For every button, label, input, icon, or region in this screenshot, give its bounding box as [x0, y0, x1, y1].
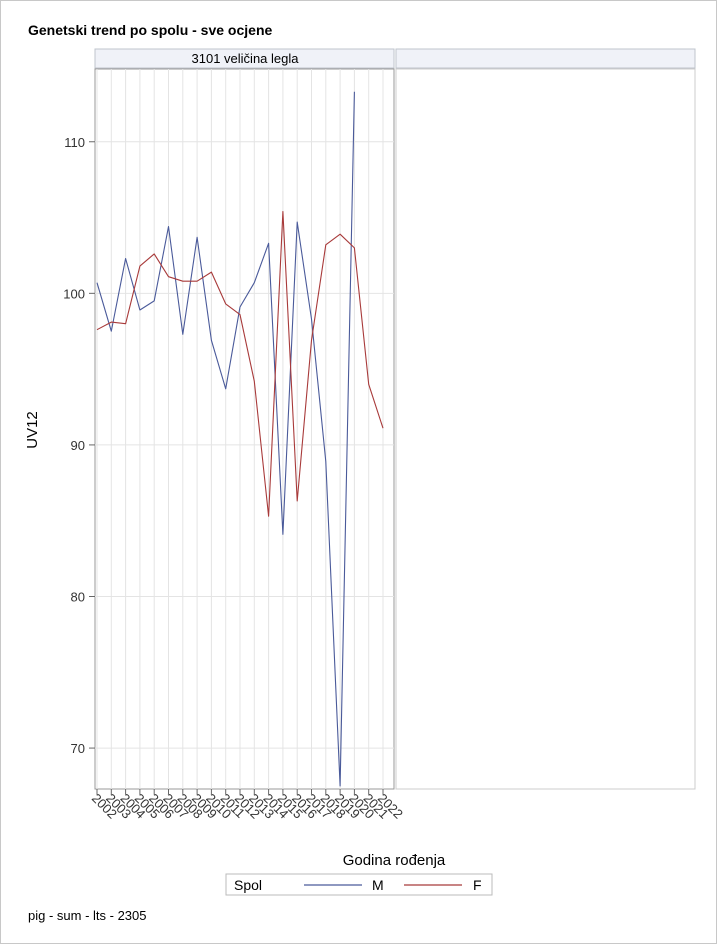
y-tick-label: 110: [64, 135, 85, 150]
y-tick-label: 80: [71, 589, 85, 604]
x-axis: 2002200320042005200620072008200920102011…: [89, 789, 406, 822]
y-tick-label: 70: [71, 741, 85, 756]
legend-label-m: M: [372, 877, 384, 893]
panel-header-left: [94, 48, 395, 69]
x-axis-label: Godina rođenja: [343, 852, 446, 869]
plot-panel-left: [94, 68, 395, 790]
chart-title: Genetski trend po spolu - sve ocjene: [28, 22, 273, 38]
legend-title: Spol: [234, 877, 262, 893]
plot-panel-right: [395, 68, 696, 790]
series-line-m: [96, 91, 355, 787]
y-axis-label: UV12: [24, 411, 41, 449]
legend-label-f: F: [473, 877, 482, 893]
legend: Spol M F: [225, 873, 493, 896]
y-axis: 70 80 90 100 110: [63, 135, 95, 756]
series-line-f: [96, 210, 384, 517]
series-layer: [96, 91, 384, 787]
y-tick-label: 100: [63, 286, 85, 301]
footnote: pig - sum - lts - 2305: [28, 908, 147, 923]
grid-layer: [95, 69, 394, 789]
panel-label: 3101 veličina legla: [192, 51, 300, 66]
panel-header-right: [395, 48, 696, 69]
y-tick-label: 90: [71, 438, 85, 453]
